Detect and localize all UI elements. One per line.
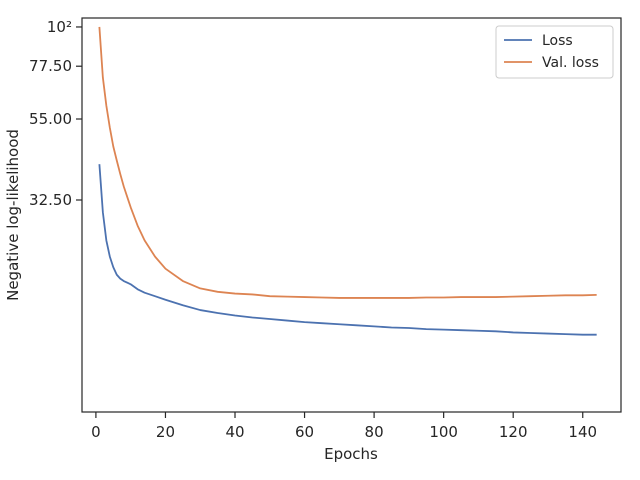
x-tick-label: 80: [365, 423, 384, 441]
y-axis: 10² 77.50 55.00 32.50: [29, 18, 82, 209]
legend-label: Val. loss: [542, 55, 599, 71]
x-tick-label: 140: [568, 423, 597, 441]
x-tick-label: 0: [91, 423, 101, 441]
y-tick-label: 77.50: [29, 57, 72, 75]
y-axis-label: Negative log-likelihood: [4, 129, 22, 301]
y-tick-label: 10²: [47, 18, 72, 36]
x-tick-label: 40: [225, 423, 244, 441]
x-axis-label: Epochs: [324, 445, 378, 463]
x-tick-label: 100: [429, 423, 458, 441]
x-tick-label: 60: [295, 423, 314, 441]
x-tick-label: 20: [156, 423, 175, 441]
legend: Loss Val. loss: [495, 25, 614, 79]
y-tick-label: 55.00: [29, 110, 72, 128]
series-line-val-loss: [98, 26, 597, 299]
plot-frame: [81, 17, 622, 413]
series-line-loss: [98, 164, 597, 336]
legend-box: [495, 25, 614, 79]
legend-label: Loss: [542, 33, 573, 49]
x-tick-label: 120: [499, 423, 528, 441]
plot-area: [98, 26, 597, 336]
x-axis: 0 20 40 60 80 100 120 140: [91, 412, 597, 441]
y-tick-label: 32.50: [29, 191, 72, 209]
